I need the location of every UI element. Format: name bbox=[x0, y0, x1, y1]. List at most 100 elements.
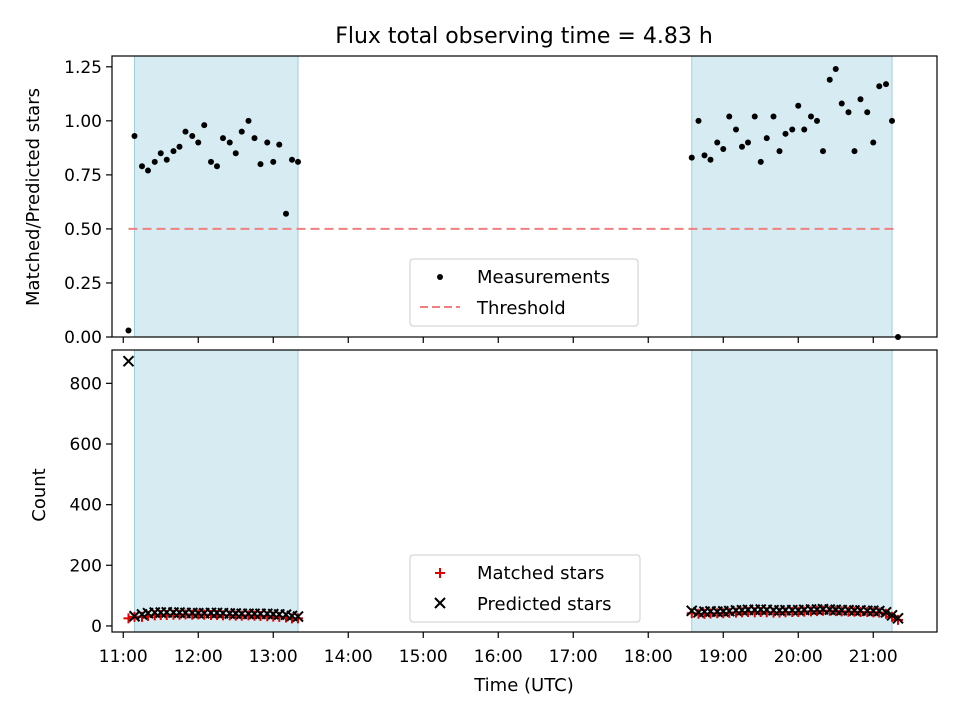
figure: Flux total observing time = 4.83 h 0.000… bbox=[0, 0, 960, 720]
measurement-point bbox=[752, 114, 758, 120]
measurement-point bbox=[201, 122, 207, 128]
bottom-y-tick-label: 800 bbox=[70, 374, 102, 394]
x-axis-label: Time (UTC) bbox=[473, 675, 574, 696]
top-legend: Measurements Threshold bbox=[410, 259, 638, 326]
measurement-point bbox=[839, 101, 845, 107]
measurement-point bbox=[833, 66, 839, 72]
measurement-point bbox=[171, 148, 177, 154]
legend-predicted-label: Predicted stars bbox=[477, 594, 611, 615]
measurement-point bbox=[189, 133, 195, 139]
measurement-point bbox=[689, 155, 695, 161]
x-tick-label: 11:00 bbox=[99, 647, 148, 667]
measurement-point bbox=[814, 118, 820, 124]
measurement-point bbox=[145, 168, 151, 174]
chart-title: Flux total observing time = 4.83 h bbox=[335, 24, 713, 49]
bottom-y-ticks: 0 200 400 600 800 bbox=[70, 374, 112, 637]
measurement-point bbox=[745, 139, 751, 145]
measurement-point bbox=[876, 83, 882, 89]
measurement-point bbox=[820, 148, 826, 154]
x-tick-label: 15:00 bbox=[399, 647, 448, 667]
measurement-point bbox=[220, 135, 226, 141]
x-tick-label: 14:00 bbox=[324, 647, 373, 667]
x-tick-label: 13:00 bbox=[249, 647, 298, 667]
measurement-point bbox=[714, 139, 720, 145]
bottom-y-tick-label: 400 bbox=[70, 496, 102, 516]
measurement-point bbox=[276, 142, 282, 148]
legend-measurements-label: Measurements bbox=[477, 267, 610, 288]
measurement-point bbox=[827, 77, 833, 83]
bottom-shaded-interval-1 bbox=[692, 350, 892, 632]
predicted-star-point bbox=[124, 356, 134, 366]
measurement-point bbox=[283, 211, 289, 217]
measurement-point bbox=[771, 114, 777, 120]
measurement-point bbox=[795, 103, 801, 109]
top-y-tick-label: 0.00 bbox=[64, 328, 102, 348]
measurement-point bbox=[126, 328, 132, 334]
measurement-point bbox=[152, 159, 158, 165]
measurement-point bbox=[708, 157, 714, 163]
top-y-tick-label: 0.25 bbox=[64, 274, 102, 294]
measurement-point bbox=[733, 126, 739, 132]
measurement-point bbox=[883, 81, 889, 87]
measurement-point bbox=[702, 152, 708, 158]
measurement-point bbox=[777, 148, 783, 154]
top-y-tick-label: 1.25 bbox=[64, 58, 102, 78]
measurement-point bbox=[227, 139, 233, 145]
measurement-point bbox=[214, 163, 220, 169]
top-x-ticks bbox=[123, 337, 873, 343]
top-y-ticks: 0.00 0.25 0.50 0.75 1.00 1.25 bbox=[64, 58, 112, 348]
measurement-point bbox=[858, 96, 864, 102]
x-tick-label: 20:00 bbox=[774, 647, 823, 667]
measurement-point bbox=[889, 118, 895, 124]
measurement-point bbox=[158, 150, 164, 156]
bottom-y-axis-label: Count bbox=[29, 468, 50, 521]
x-tick-label: 17:00 bbox=[549, 647, 598, 667]
bottom-y-tick-label: 200 bbox=[70, 556, 102, 576]
top-y-axis-label: Matched/Predicted stars bbox=[23, 88, 44, 306]
measurement-point bbox=[264, 139, 270, 145]
measurement-point bbox=[132, 133, 138, 139]
measurement-point bbox=[758, 159, 764, 165]
top-y-tick-label: 0.75 bbox=[64, 166, 102, 186]
measurement-point bbox=[726, 114, 732, 120]
measurement-point bbox=[164, 157, 170, 163]
measurement-point bbox=[864, 109, 870, 115]
measurement-point bbox=[177, 144, 183, 150]
measurement-point bbox=[258, 161, 264, 167]
measurement-point bbox=[295, 159, 301, 165]
measurement-point bbox=[183, 129, 189, 135]
top-y-tick-label: 0.50 bbox=[64, 220, 102, 240]
bottom-shaded-interval-0 bbox=[135, 350, 299, 632]
legend-matched-label: Matched stars bbox=[477, 563, 604, 584]
measurement-point bbox=[696, 118, 702, 124]
bottom-x-ticks: 11:00 12:00 13:00 14:00 15:00 16:00 17:00 18:00… bbox=[99, 632, 898, 667]
legend-threshold-label: Threshold bbox=[476, 298, 566, 319]
measurement-point bbox=[808, 114, 814, 120]
measurement-point bbox=[208, 159, 214, 165]
measurement-point bbox=[289, 157, 295, 163]
measurement-point bbox=[764, 135, 770, 141]
measurement-point bbox=[270, 159, 276, 165]
measurement-point bbox=[252, 135, 258, 141]
measurement-point bbox=[239, 129, 245, 135]
x-tick-label: 16:00 bbox=[474, 647, 523, 667]
measurement-point bbox=[789, 126, 795, 132]
top-shaded-interval-0 bbox=[135, 56, 299, 337]
measurement-point bbox=[739, 144, 745, 150]
bottom-y-tick-label: 0 bbox=[91, 617, 102, 637]
measurement-point bbox=[720, 146, 726, 152]
top-y-tick-label: 1.00 bbox=[64, 112, 102, 132]
measurement-point bbox=[783, 131, 789, 137]
measurement-point bbox=[870, 139, 876, 145]
x-tick-label: 12:00 bbox=[174, 647, 223, 667]
top-panel: 0.00 0.25 0.50 0.75 1.00 1.25 Matched/Predict… bbox=[23, 56, 937, 348]
measurement-point bbox=[195, 139, 201, 145]
measurement-point bbox=[233, 150, 239, 156]
measurement-point bbox=[852, 148, 858, 154]
bottom-legend: Matched stars Predicted stars bbox=[410, 555, 640, 622]
x-tick-label: 18:00 bbox=[624, 647, 673, 667]
measurement-point bbox=[246, 118, 252, 124]
legend-measurements-marker bbox=[437, 274, 443, 280]
bottom-y-tick-label: 600 bbox=[70, 435, 102, 455]
